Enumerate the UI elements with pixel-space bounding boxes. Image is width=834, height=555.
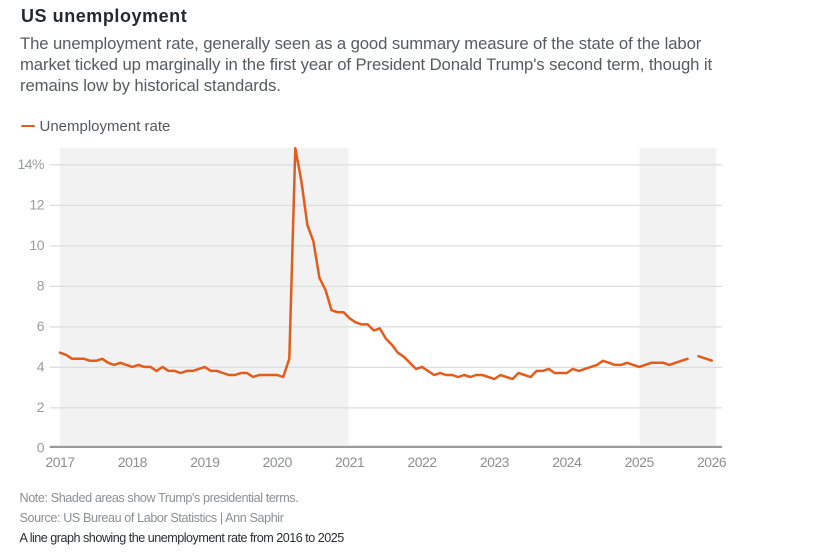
- svg-text:10: 10: [29, 237, 44, 253]
- svg-text:2025: 2025: [625, 454, 655, 470]
- svg-text:2018: 2018: [118, 454, 148, 470]
- svg-text:2017: 2017: [45, 454, 75, 470]
- svg-text:6: 6: [37, 318, 45, 334]
- svg-text:2024: 2024: [552, 454, 582, 470]
- svg-text:2026: 2026: [697, 454, 727, 470]
- svg-text:12: 12: [29, 197, 44, 213]
- svg-text:4: 4: [37, 359, 45, 375]
- svg-text:2020: 2020: [263, 454, 293, 470]
- svg-text:8: 8: [37, 278, 45, 294]
- svg-text:2022: 2022: [407, 454, 437, 470]
- svg-text:14%: 14%: [17, 156, 44, 172]
- svg-text:2: 2: [37, 399, 45, 415]
- svg-text:2023: 2023: [480, 454, 510, 470]
- svg-text:2019: 2019: [190, 454, 220, 470]
- svg-text:2021: 2021: [335, 454, 365, 470]
- svg-text:0: 0: [37, 440, 45, 456]
